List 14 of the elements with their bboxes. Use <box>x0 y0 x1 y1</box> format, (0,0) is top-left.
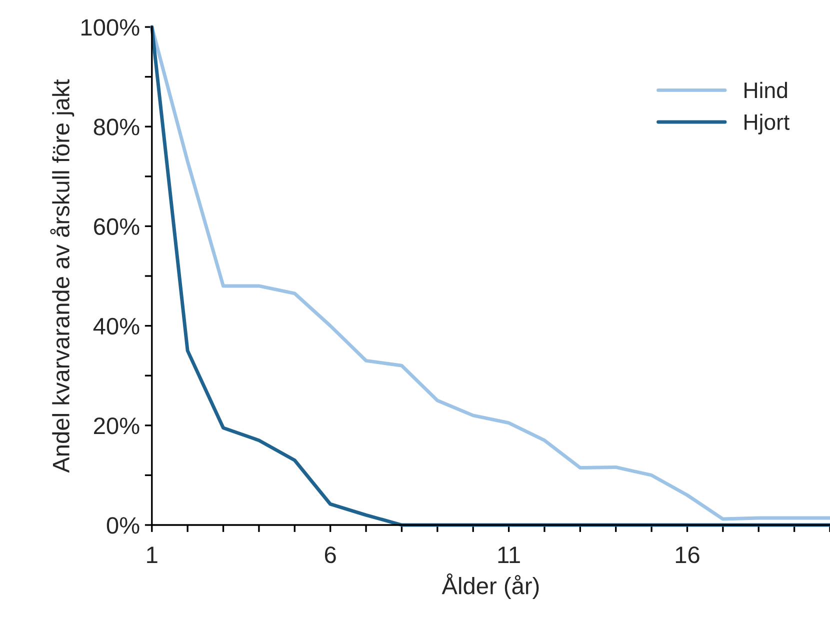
legend-label: Hind <box>744 82 788 98</box>
x-tick-label: 16 <box>676 546 700 564</box>
y-tick-label: 60% <box>94 218 140 235</box>
x-tick-label: 6 <box>324 546 336 564</box>
y-axis-title: Andel kvarvarande av årskull före jakt <box>50 79 74 473</box>
x-tick-label: 11 <box>498 546 520 563</box>
legend-label: Hjort <box>744 114 790 134</box>
y-tick-label: 20% <box>94 417 140 434</box>
y-tick-label: 80% <box>94 118 140 136</box>
x-tick-label: 1 <box>147 546 158 563</box>
y-tick-label: 40% <box>93 318 140 335</box>
y-tick-label: 100% <box>82 19 140 36</box>
x-axis-title: Ålder (år) <box>442 573 539 599</box>
y-tick-label: 0% <box>106 517 140 534</box>
